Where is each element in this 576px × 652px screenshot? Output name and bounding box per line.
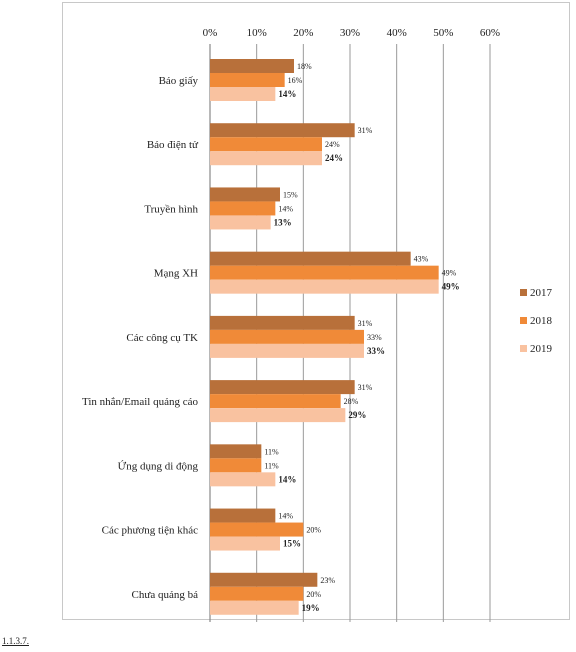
bar-2018 xyxy=(210,329,364,344)
bar-2018 xyxy=(210,394,341,409)
data-label: 14% xyxy=(278,89,296,99)
bar-2017 xyxy=(210,251,411,266)
data-label: 49% xyxy=(442,269,457,278)
legend-label: 2017 xyxy=(530,287,553,299)
x-tick-label: 50% xyxy=(433,27,453,39)
legend-marker-2019 xyxy=(520,345,527,352)
data-label: 24% xyxy=(325,140,340,149)
x-tick-label: 10% xyxy=(247,27,267,39)
bar-2017 xyxy=(210,508,276,523)
data-label: 11% xyxy=(264,461,279,470)
data-label: 20% xyxy=(306,526,321,535)
data-label: 31% xyxy=(358,319,373,328)
data-label: 49% xyxy=(442,282,460,292)
data-label: 14% xyxy=(278,512,293,521)
category-label: Các công cụ TK xyxy=(126,332,198,344)
data-label: 16% xyxy=(288,76,303,85)
bar-2018 xyxy=(210,201,276,216)
x-tick-label: 20% xyxy=(293,27,313,39)
data-label: 33% xyxy=(367,346,385,356)
bar-2017 xyxy=(210,444,262,459)
data-label: 31% xyxy=(358,383,373,392)
data-label: 43% xyxy=(414,255,429,264)
bar-2019 xyxy=(210,215,271,230)
bar-2019 xyxy=(210,87,276,101)
bar-2019 xyxy=(210,151,322,166)
category-label: Chưa quảng bá xyxy=(132,589,199,601)
bar-2018 xyxy=(210,265,439,280)
bar-2017 xyxy=(210,315,355,330)
x-tick-label: 60% xyxy=(480,27,500,39)
bar-2019 xyxy=(210,408,346,423)
legend-label: 2019 xyxy=(530,343,553,355)
category-label: Mạng XH xyxy=(154,268,198,280)
category-label: Truyền hình xyxy=(144,203,198,215)
bar-2019 xyxy=(210,600,299,615)
x-tick-label: 30% xyxy=(340,27,360,39)
legend-marker-2017 xyxy=(520,289,527,296)
bar-2018 xyxy=(210,73,285,87)
data-label: 15% xyxy=(283,190,298,199)
data-label: 13% xyxy=(274,217,292,227)
data-label: 15% xyxy=(283,539,301,549)
data-label: 14% xyxy=(278,474,296,484)
bar-2018 xyxy=(210,137,322,152)
bar-2018 xyxy=(210,522,304,537)
data-label: 18% xyxy=(297,62,312,71)
bar-2019 xyxy=(210,472,276,487)
data-label: 19% xyxy=(302,603,320,613)
category-label: Tin nhắn/Email quảng cáo xyxy=(82,396,198,408)
category-label: Báo điện tử xyxy=(147,139,199,151)
category-label: Ứng dụng di động xyxy=(118,460,199,472)
bar-2017 xyxy=(210,572,318,587)
data-label: 14% xyxy=(278,204,293,213)
bar-2017 xyxy=(210,59,294,73)
bar-2018 xyxy=(210,458,262,473)
data-label: 24% xyxy=(325,153,343,163)
bar-2019 xyxy=(210,279,439,294)
footnote: 1.1.3.7. xyxy=(2,636,29,646)
legend-marker-2018 xyxy=(520,317,527,324)
bar-2017 xyxy=(210,187,280,202)
data-label: 29% xyxy=(348,410,366,420)
category-label: Báo giấy xyxy=(159,75,199,87)
bar-2018 xyxy=(210,586,304,601)
data-label: 28% xyxy=(344,397,359,406)
bar-2019 xyxy=(210,536,280,551)
bar-2017 xyxy=(210,123,355,138)
data-label: 11% xyxy=(264,447,279,456)
x-tick-label: 40% xyxy=(387,27,407,39)
category-label: Các phương tiện khác xyxy=(102,525,199,537)
legend-label: 2018 xyxy=(530,315,553,327)
x-tick-label: 0% xyxy=(203,27,218,39)
data-label: 31% xyxy=(358,126,373,135)
data-label: 23% xyxy=(320,576,335,585)
chart-frame xyxy=(62,2,570,620)
data-label: 33% xyxy=(367,333,382,342)
bar-2017 xyxy=(210,380,355,395)
bar-2019 xyxy=(210,343,364,358)
data-label: 20% xyxy=(306,590,321,599)
